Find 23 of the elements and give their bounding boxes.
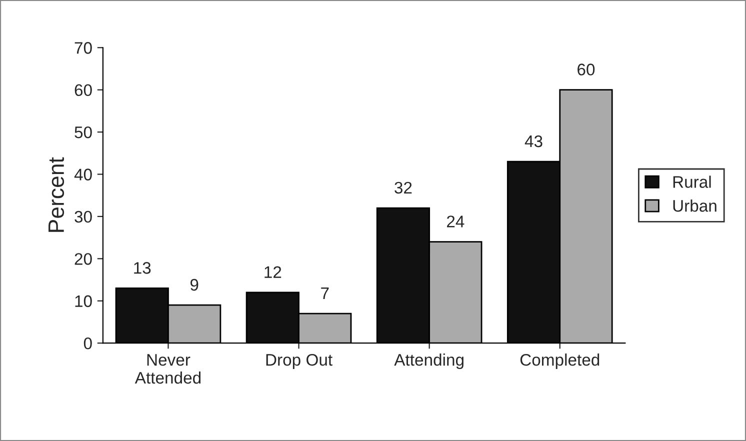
x-tick-label: Completed (520, 354, 600, 370)
data-label: 43 (524, 135, 542, 148)
y-tick-label: 70 (74, 42, 92, 54)
y-tick-label: 10 (75, 295, 92, 308)
legend-label: Rural (673, 176, 711, 188)
data-label: 24 (447, 216, 464, 228)
y-tick-label: 50 (74, 126, 92, 138)
x-tick-label: Never Attended (134, 354, 201, 384)
data-label: 7 (321, 288, 329, 299)
x-tick-label: Drop Out (266, 354, 332, 370)
y-tick-label: 30 (74, 210, 92, 223)
data-label: 12 (264, 266, 282, 278)
data-label: 60 (578, 64, 595, 76)
y-tick-label: 0 (84, 338, 92, 350)
y-tick-label: 20 (74, 253, 92, 265)
legend-label: Urban (673, 200, 716, 212)
data-label: 32 (394, 182, 412, 194)
y-tick-label: 60 (74, 84, 92, 96)
data-label: 13 (134, 262, 151, 274)
y-tick-label: 40 (74, 168, 92, 180)
x-tick-label: Attending (394, 354, 464, 370)
data-label: 9 (190, 278, 198, 291)
y-axis-title: Percent (48, 157, 64, 232)
